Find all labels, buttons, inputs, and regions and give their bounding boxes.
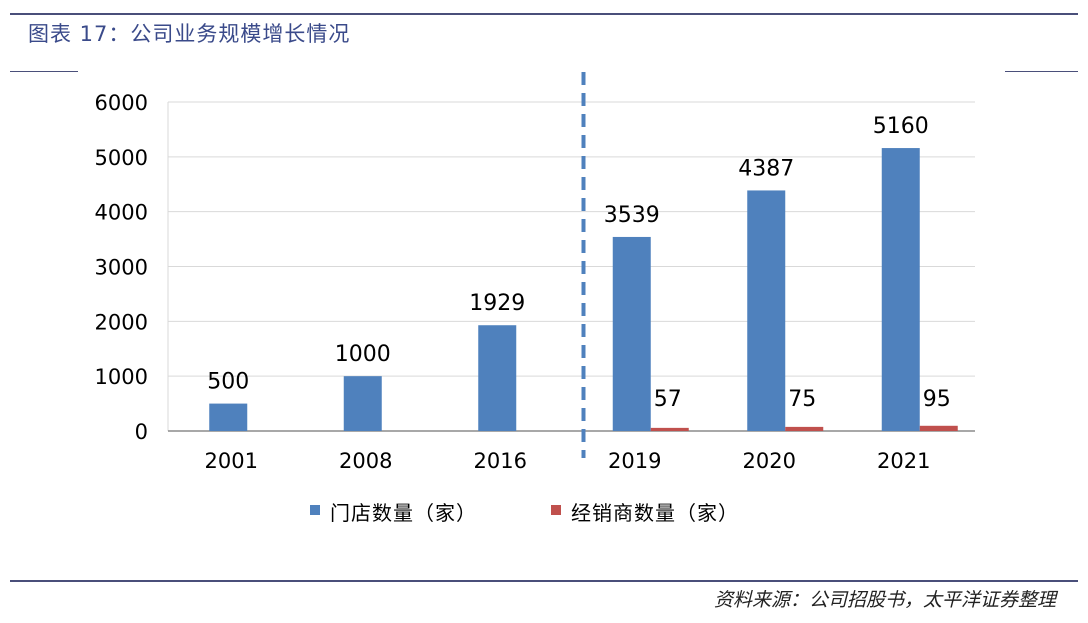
data-label-dealers: 57	[654, 387, 682, 412]
data-label-dealers: 95	[923, 387, 951, 412]
legend-swatch-dealers	[551, 505, 561, 515]
title-underline-right	[1005, 71, 1078, 72]
data-label-stores: 3539	[604, 203, 660, 228]
bar-stores	[209, 403, 248, 431]
legend-swatch-stores	[310, 505, 320, 515]
x-tick-label: 2001	[205, 449, 258, 473]
bar-dealers	[785, 426, 824, 431]
y-tick-label: 5000	[95, 146, 148, 170]
bar-dealers	[919, 425, 958, 431]
data-label-stores: 1929	[469, 291, 525, 316]
figure-title: 图表 17：公司业务规模增长情况	[28, 22, 351, 46]
y-tick-label: 3000	[95, 256, 148, 280]
legend-label-dealers: 经销商数量（家）	[571, 501, 739, 525]
data-label-dealers: 75	[788, 387, 816, 412]
x-tick-label: 2021	[877, 449, 930, 473]
bars	[209, 148, 958, 431]
bar-stores	[747, 190, 786, 431]
x-axis-labels: 2001 2008 2016 2019 2020 2021	[205, 449, 931, 473]
bottom-rule	[10, 580, 1078, 582]
bar-stores	[881, 148, 920, 431]
bar-stores	[478, 325, 517, 431]
y-tick-label: 1000	[95, 365, 148, 389]
data-labels: 500 1000 1929 3539 57 4387 75 5160 95	[207, 114, 951, 412]
y-tick-label: 2000	[95, 310, 148, 334]
y-axis-labels: 0 1000 2000 3000 4000 5000 6000	[95, 91, 148, 444]
data-label-stores: 500	[207, 370, 249, 395]
x-tick-label: 2020	[743, 449, 796, 473]
y-tick-label: 4000	[95, 201, 148, 225]
x-tick-label: 2016	[474, 449, 527, 473]
grid-lines	[167, 101, 975, 432]
title-underline-left	[10, 71, 78, 72]
legend-label-stores: 门店数量（家）	[330, 501, 477, 525]
data-label-stores: 5160	[873, 114, 929, 139]
x-tick-label: 2008	[339, 449, 392, 473]
source-note: 资料来源：公司招股书，太平洋证券整理	[713, 589, 1056, 611]
y-tick-label: 0	[135, 420, 148, 444]
data-label-stores: 4387	[738, 156, 794, 181]
bar-stores	[343, 376, 382, 431]
bar-stores	[612, 236, 651, 431]
legend: 门店数量（家） 经销商数量（家）	[310, 501, 739, 525]
data-label-stores: 1000	[335, 342, 391, 367]
x-tick-label: 2019	[608, 449, 661, 473]
top-rule	[10, 13, 1078, 15]
bar-dealers	[650, 427, 689, 431]
y-tick-label: 6000	[95, 91, 148, 115]
